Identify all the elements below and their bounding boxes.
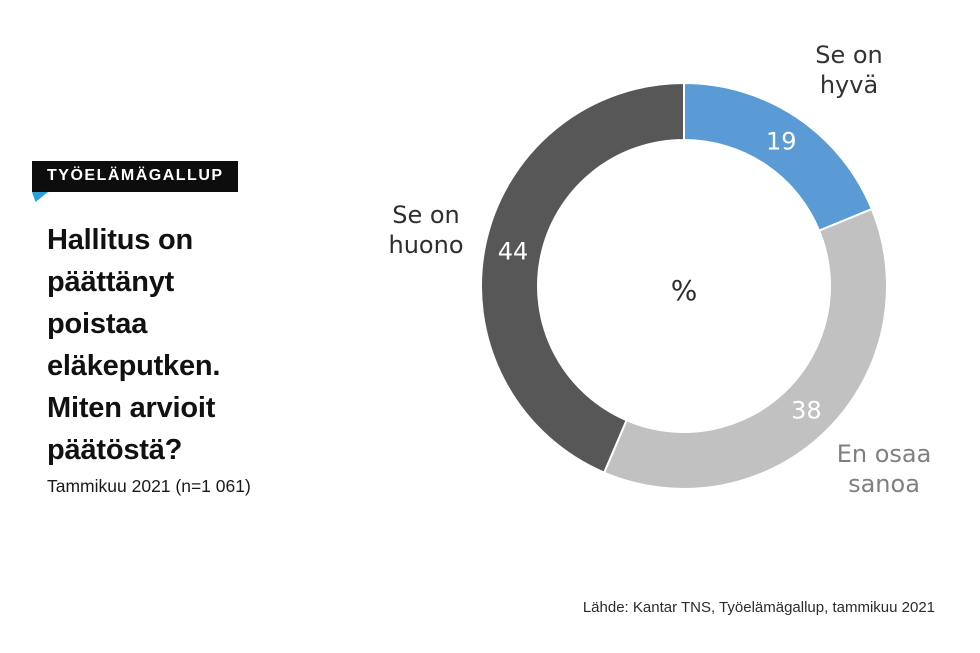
donut-segment-0 bbox=[683, 81, 874, 232]
donut-segment-2 bbox=[479, 81, 685, 474]
segment-value-1: 38 bbox=[791, 397, 822, 425]
badge-tail-icon bbox=[32, 192, 48, 202]
segment-value-0: 19 bbox=[766, 127, 797, 155]
donut-chart: 19 38 44 % bbox=[479, 81, 888, 490]
chart-question-title: Hallitus on päättänyt poistaa eläkeputke… bbox=[47, 224, 221, 466]
segment-label-en-osaa-sanoa: En osaa sanoa bbox=[836, 440, 932, 498]
survey-date-sample: Tammikuu 2021 (n=1 061) bbox=[47, 476, 251, 496]
segment-label-se-on-hyva: Se on hyvä bbox=[815, 41, 883, 99]
source-attribution: Lähde: Kantar TNS, Työelämägallup, tammi… bbox=[582, 599, 935, 616]
donut-segment-1 bbox=[602, 207, 888, 490]
tyoelamagallup-badge: TYÖELÄMÄGALLUP bbox=[32, 161, 238, 192]
segment-label-se-on-huono: Se on huono bbox=[388, 201, 464, 259]
donut-center-percent-label: % bbox=[671, 274, 698, 307]
donut-segments: 19 38 44 bbox=[479, 81, 888, 490]
headline-block: TYÖELÄMÄGALLUP Hallitus on päättänyt poi… bbox=[32, 161, 332, 497]
segment-value-2: 44 bbox=[498, 237, 529, 265]
